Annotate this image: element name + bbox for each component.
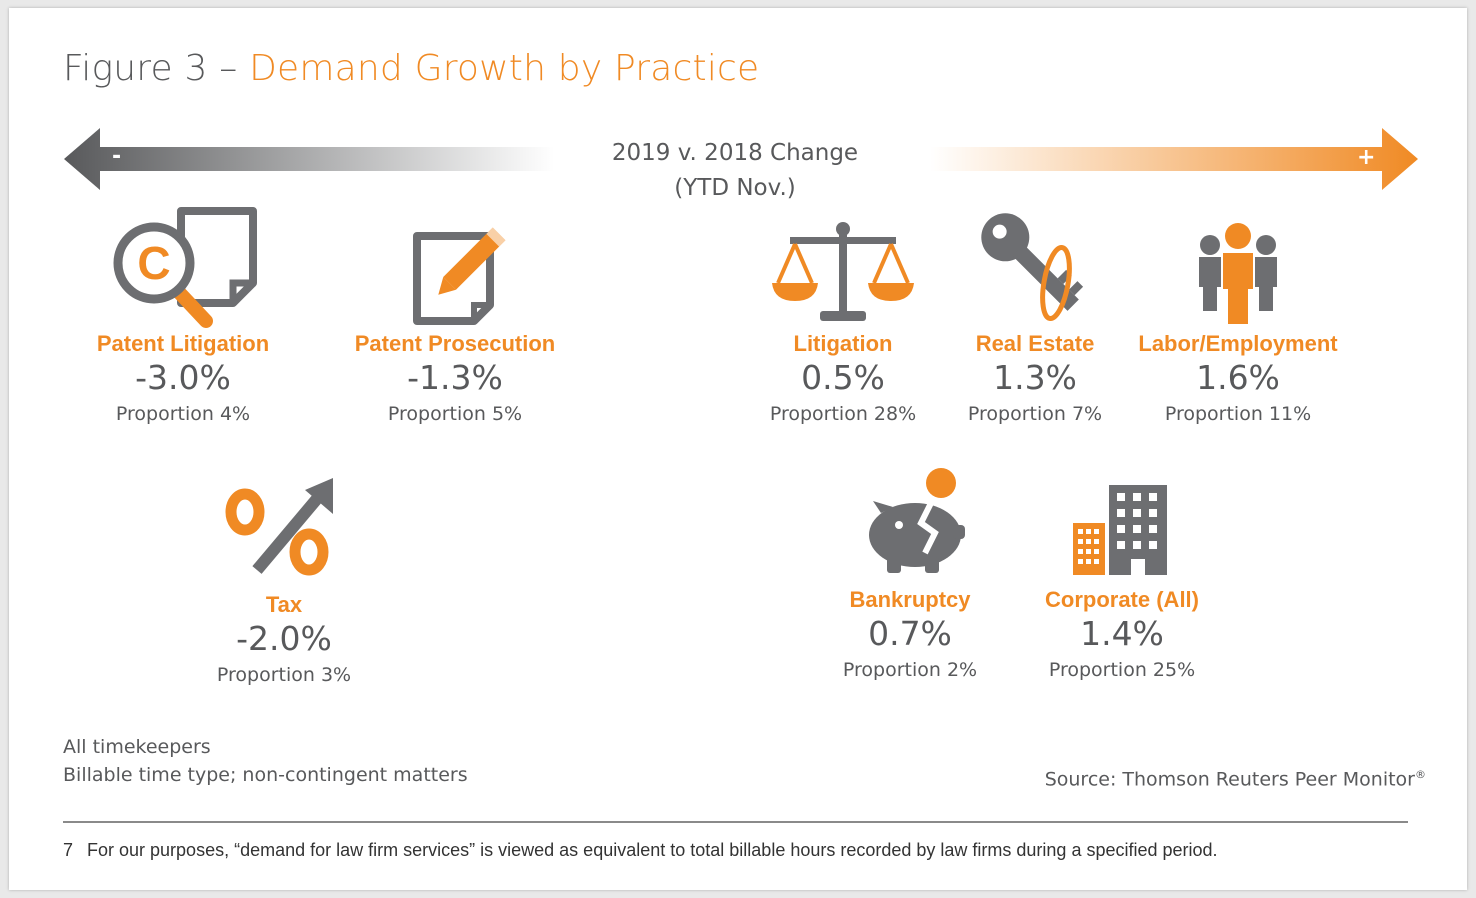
people-icon: [1199, 223, 1277, 324]
practice-bankruptcy: Bankruptcy 0.7% Proportion 2%: [800, 461, 1020, 685]
practice-name: Patent Prosecution: [354, 331, 556, 356]
practice-proportion: Proportion 4%: [115, 403, 251, 425]
practice-change: -3.0%: [135, 358, 231, 397]
practice-proportion: Proportion 28%: [769, 403, 917, 425]
practice-change: -2.0%: [236, 619, 332, 658]
practice-name: Tax: [265, 592, 303, 617]
practice-name: Bankruptcy: [849, 587, 971, 612]
practice-change: 1.3%: [993, 358, 1077, 397]
practice-patent-prosecution: Patent Prosecution -1.3% Proportion 5%: [335, 203, 575, 429]
notes-line2: Billable time type; non-contingent matte…: [63, 764, 468, 786]
key-icon: [981, 213, 1084, 322]
figure-title: Figure 3 – Demand Growth by Practice: [63, 48, 759, 89]
scales-icon: [772, 222, 914, 321]
footnote-number: 7: [63, 840, 74, 860]
buildings-icon: [1073, 485, 1167, 575]
practice-patent-litigation: C Patent Litigation -3.0% Proportion 4%: [63, 203, 303, 429]
document-pencil-icon: [413, 227, 506, 325]
practice-labor-employment: Labor/Employment 1.6% Proportion 11%: [1113, 203, 1363, 429]
practice-proportion: Proportion 3%: [216, 664, 352, 686]
practice-proportion: Proportion 11%: [1164, 403, 1312, 425]
footnote-divider: [63, 821, 1408, 823]
negative-direction-arrow: [64, 128, 554, 190]
practice-name: Patent Litigation: [96, 331, 270, 356]
practice-litigation: Litigation 0.5% Proportion 28%: [733, 203, 953, 429]
footnote: 7 For our purposes, “demand for law firm …: [63, 840, 1218, 861]
practice-change: 1.4%: [1080, 614, 1164, 653]
practice-proportion: Proportion 2%: [842, 659, 978, 681]
axis-label-line2: (YTD Nov.): [674, 175, 796, 201]
practice-proportion: Proportion 5%: [387, 403, 523, 425]
practice-name: Litigation: [793, 331, 893, 356]
copyright-search-icon: C: [113, 207, 257, 328]
practice-proportion: Proportion 25%: [1048, 659, 1196, 681]
axis-label: 2019 v. 2018 Change (YTD Nov.): [560, 136, 910, 206]
figure-notes: All timekeepers Billable time type; non-…: [63, 733, 468, 789]
figure-title-prefix: Figure 3 –: [63, 48, 250, 89]
practice-change: 1.6%: [1196, 358, 1280, 397]
practice-name: Labor/Employment: [1138, 331, 1338, 356]
negative-sign: -: [112, 144, 122, 169]
figure-title-accent: Demand Growth by Practice: [249, 48, 760, 89]
practice-proportion: Proportion 7%: [967, 403, 1103, 425]
positive-sign: +: [1357, 145, 1376, 170]
positive-direction-arrow: [930, 128, 1418, 190]
practice-corporate: Corporate (All) 1.4% Proportion 25%: [1012, 461, 1232, 685]
percent-arrow-icon: [225, 478, 333, 576]
practice-name: Real Estate: [975, 331, 1095, 356]
practice-change: 0.5%: [801, 358, 885, 397]
svg-text:C: C: [137, 237, 170, 289]
registered-mark: ®: [1415, 768, 1426, 781]
practice-real-estate: Real Estate 1.3% Proportion 7%: [925, 203, 1145, 429]
broken-piggy-bank-icon: [869, 468, 965, 573]
practice-change: 0.7%: [868, 614, 952, 653]
source-credit: Source: Thomson Reuters Peer Monitor®: [1045, 761, 1426, 793]
footnote-text: For our purposes, “demand for law firm s…: [87, 840, 1218, 860]
notes-line1: All timekeepers: [63, 736, 211, 758]
practice-name: Corporate (All): [1045, 587, 1199, 612]
axis-label-line1: 2019 v. 2018 Change: [611, 140, 859, 166]
source-text: Source: Thomson Reuters Peer Monitor: [1044, 768, 1415, 791]
practice-tax: Tax -2.0% Proportion 3%: [164, 474, 404, 690]
practice-change: -1.3%: [407, 358, 503, 397]
